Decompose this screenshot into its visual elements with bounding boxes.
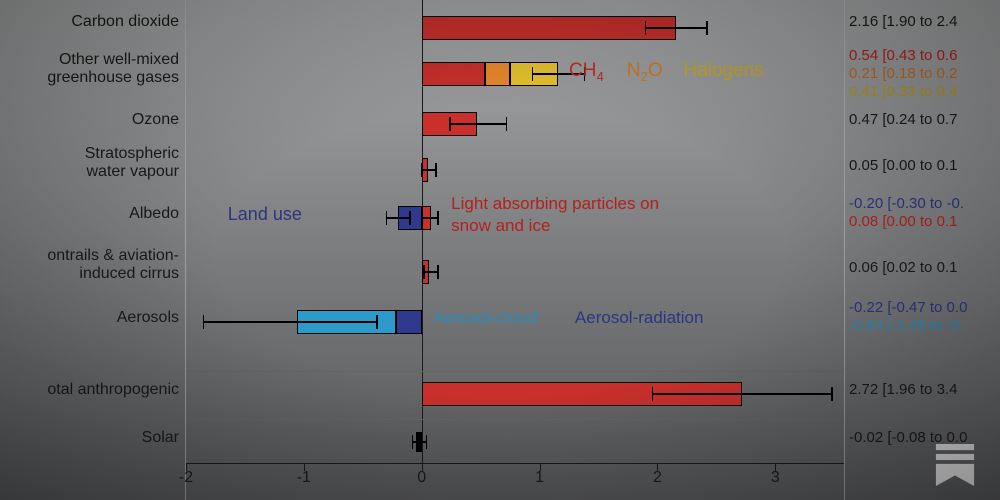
value-readout: -0.20 [-0.30 to -0.: [849, 195, 964, 212]
error-cap: [831, 387, 833, 401]
annotation: CH4: [569, 60, 604, 84]
error-cap: [376, 315, 378, 329]
value-readout: 0.47 [0.24 to 0.7: [849, 111, 957, 128]
error-cap: [449, 117, 451, 131]
row-label-co2: Carbon dioxide: [71, 13, 179, 31]
error-cap: [203, 315, 205, 329]
value-readout: 0.41 [0.33 to 0.4: [849, 83, 957, 100]
annotation: N2O: [627, 60, 663, 84]
error-cap: [532, 67, 534, 81]
annotation: Aerosol-cloud: [434, 308, 538, 328]
value-readout: -0.84 [-1.45 to -0.: [849, 317, 964, 334]
x-tick-label: 0: [417, 469, 426, 487]
annotation: Aerosol-radiation: [575, 308, 704, 328]
value-readout: 0.54 [0.43 to 0.6: [849, 47, 957, 64]
x-tick-label: 1: [535, 469, 544, 487]
bar-segment: [485, 62, 510, 86]
error-bar: [653, 393, 832, 395]
error-cap: [386, 211, 388, 225]
annotation: Halogens: [683, 60, 763, 82]
error-cap: [437, 211, 439, 225]
error-cap: [412, 435, 414, 449]
error-cap: [706, 21, 708, 35]
plot: -2-10123CH4N2OHalogensLand useLight abso…: [185, 0, 845, 500]
substack-logo-icon: [932, 444, 978, 486]
value-readout: 2.16 [1.90 to 2.4: [849, 13, 957, 30]
error-cap: [652, 387, 654, 401]
bar-segment: [422, 62, 486, 86]
row-label-contrails: ontrails & aviation- induced cirrus: [47, 247, 179, 284]
row-separator: [186, 419, 844, 420]
row-label-total: otal anthropogenic: [47, 381, 179, 399]
row-label-swv: Stratospheric water vapour: [85, 145, 179, 182]
bar-segment: [422, 16, 677, 40]
error-cap: [435, 163, 437, 177]
error-cap: [506, 117, 508, 131]
x-tick-label: 3: [771, 469, 780, 487]
x-tick-label: 2: [653, 469, 662, 487]
error-bar: [450, 123, 507, 125]
error-cap: [423, 265, 425, 279]
row-label-ozone: Ozone: [132, 111, 179, 129]
value-readout: -0.22 [-0.47 to 0.0: [849, 299, 967, 316]
chart-container: Carbon dioxide Other well-mixed greenhous…: [0, 0, 1000, 500]
error-bar: [424, 271, 438, 273]
error-cap: [421, 163, 423, 177]
error-cap: [409, 211, 411, 225]
value-readout-column: 2.16 [1.90 to 2.4 0.54 [0.43 to 0.60.21 […: [845, 0, 1000, 500]
annotation: Land use: [228, 204, 302, 225]
bar-segment: [396, 310, 422, 334]
error-cap: [421, 211, 423, 225]
plot-area: -2-10123CH4N2OHalogensLand useLight abso…: [185, 0, 845, 500]
row-label-owmgg: Other well-mixed greenhouse gases: [47, 51, 179, 88]
value-readout: 0.05 [0.00 to 0.1: [849, 157, 957, 174]
row-separator: [186, 371, 844, 372]
value-readout: 0.21 [0.18 to 0.2: [849, 65, 957, 82]
error-bar: [204, 321, 377, 323]
error-bar: [422, 169, 436, 171]
error-cap: [645, 21, 647, 35]
error-cap: [426, 435, 428, 449]
error-bar: [386, 217, 410, 219]
error-bar: [422, 217, 439, 219]
error-bar: [646, 27, 707, 29]
x-tick-label: -2: [179, 469, 193, 487]
value-readout: 0.06 [0.02 to 0.1: [849, 259, 957, 276]
point-marker: [416, 432, 422, 452]
row-label-solar: Solar: [142, 429, 179, 447]
value-readout: 0.08 [0.00 to 0.1: [849, 213, 957, 230]
annotation: snow and ice: [451, 216, 550, 236]
x-tick-label: -1: [297, 469, 311, 487]
value-readout: 2.72 [1.96 to 3.4: [849, 381, 957, 398]
row-label-albedo: Albedo: [129, 205, 179, 223]
error-cap: [437, 265, 439, 279]
row-label-aerosols: Aerosols: [117, 309, 179, 327]
y-axis-labels: Carbon dioxide Other well-mixed greenhous…: [0, 0, 185, 500]
x-axis: [186, 463, 844, 464]
annotation: Light absorbing particles on: [451, 194, 659, 214]
